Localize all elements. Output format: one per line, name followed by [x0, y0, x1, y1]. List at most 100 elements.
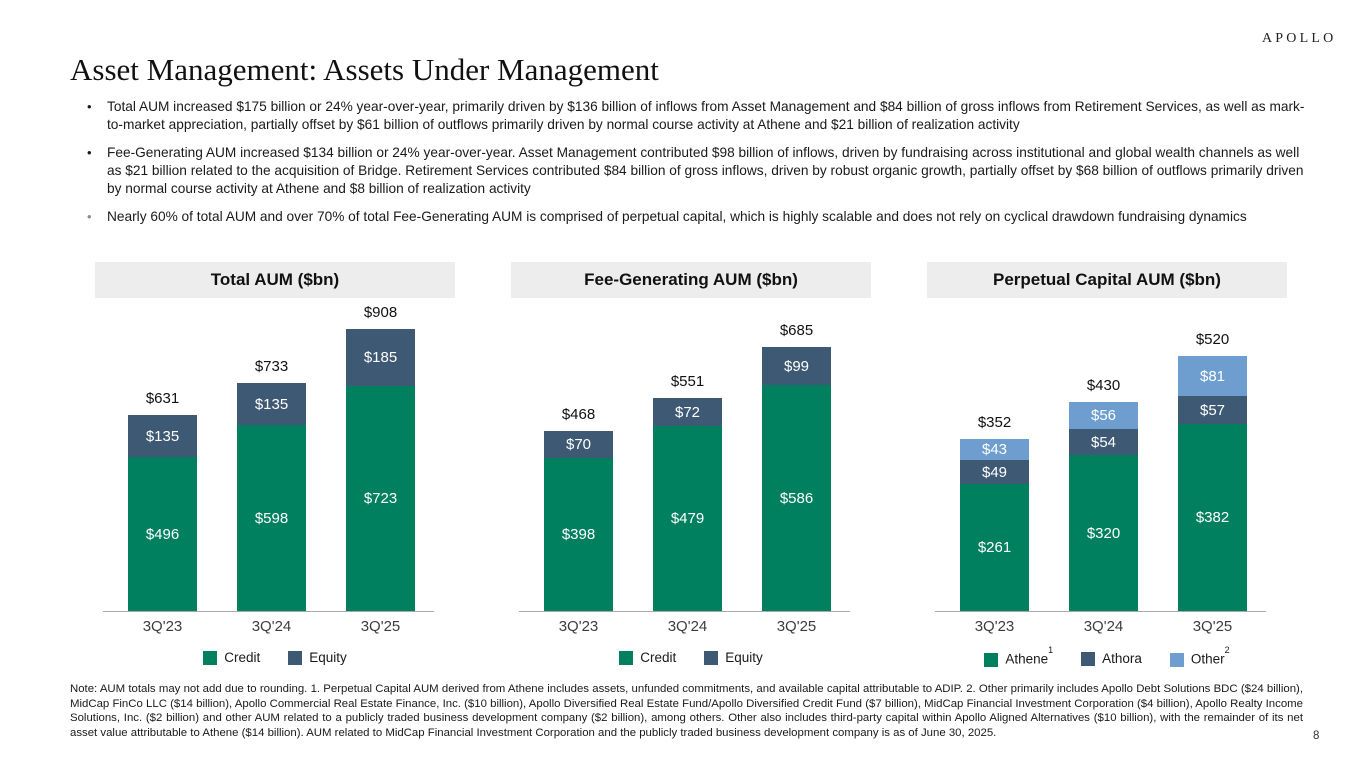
- x-tick-label: 3Q'25: [360, 618, 401, 635]
- x-tick-label: 3Q'23: [974, 618, 1015, 635]
- legend-swatch-icon: [984, 652, 999, 667]
- bullet-item: • Nearly 60% of total AUM and over 70% o…: [70, 208, 1305, 226]
- bar-total-label: $430: [1086, 377, 1121, 394]
- apollo-logo: APOLLO: [1262, 31, 1337, 46]
- legend-swatch-icon: [1169, 652, 1184, 667]
- legend-label: Credit: [640, 650, 677, 665]
- bar-segment-athene: $261: [960, 484, 1029, 611]
- bar-segment-equity: $99: [762, 347, 831, 385]
- bar-total-label: $908: [363, 304, 398, 321]
- bar-segment-equity: $135: [237, 383, 306, 425]
- footnote: Note: AUM totals may not add due to roun…: [70, 683, 1303, 739]
- legend-label: Athene1: [1005, 645, 1054, 667]
- bar-3Q25: $586 $99: [762, 347, 831, 611]
- bar-total-label: $468: [561, 406, 596, 423]
- x-tick-label: 3Q'23: [558, 618, 599, 635]
- chart-legend: Credit Equity: [95, 650, 455, 665]
- bar-segment-athora: $57: [1178, 396, 1247, 424]
- bullet-text: Fee-Generating AUM increased $134 billio…: [107, 145, 1304, 196]
- bar-total-label: $551: [670, 373, 705, 390]
- bullet-marker: •: [87, 99, 92, 114]
- legend-item-other: Other2: [1169, 645, 1230, 667]
- bar-segment-credit: $479: [653, 426, 722, 611]
- legend-label: Athora: [1102, 650, 1142, 666]
- chart-legend: Credit Equity: [511, 650, 871, 665]
- bar-segment-credit: $598: [237, 425, 306, 611]
- legend-label: Credit: [224, 650, 261, 665]
- legend-superscript: 1: [1048, 645, 1054, 655]
- legend-label: Equity: [725, 650, 763, 665]
- chart-title-band: Fee-Generating AUM ($bn): [511, 262, 871, 298]
- plot-area: $261 $49 $43 $352 $320 $54 $56 $430 $382 $57 $81 $5…: [927, 298, 1287, 612]
- bar-segment-equity: $185: [346, 329, 415, 386]
- legend-item-athora: Athora: [1081, 651, 1142, 666]
- legend-item-credit: Credit: [203, 650, 260, 665]
- bar-segment-credit: $723: [346, 386, 415, 611]
- bar-total-label: $631: [145, 390, 180, 407]
- bar-segment-athene: $382: [1178, 424, 1247, 611]
- bar-segment-other: $43: [960, 439, 1029, 460]
- chart-title: Perpetual Capital AUM ($bn): [993, 270, 1221, 289]
- chart-total-aum: Total AUM ($bn) $496 $135 $631 $598 $135 $733…: [95, 262, 455, 682]
- chart-title-band: Perpetual Capital AUM ($bn): [927, 262, 1287, 298]
- bullet-text: Nearly 60% of total AUM and over 70% of …: [107, 209, 1247, 224]
- legend-item-athene: Athene1: [984, 645, 1054, 667]
- bar-segment-credit: $496: [128, 457, 197, 611]
- chart-fee-generating-aum: Fee-Generating AUM ($bn) $398 $70 $468 $479…: [511, 262, 871, 682]
- bullet-item: • Total AUM increased $175 billion or 24…: [70, 98, 1305, 134]
- bar-segment-athora: $54: [1069, 429, 1138, 455]
- bullet-item: • Fee-Generating AUM increased $134 bill…: [70, 144, 1305, 198]
- x-axis-line: [103, 611, 434, 612]
- bar-3Q24: $320 $54 $56: [1069, 402, 1138, 611]
- x-tick-label: 3Q'24: [667, 618, 708, 635]
- x-tick-label: 3Q'25: [1192, 618, 1233, 635]
- bar-3Q24: $598 $135: [237, 383, 306, 611]
- x-axis-labels: 3Q'23 3Q'24 3Q'25: [511, 618, 871, 638]
- bar-segment-other: $56: [1069, 402, 1138, 429]
- bar-3Q25: $382 $57 $81: [1178, 356, 1247, 611]
- legend-swatch-icon: [1081, 651, 1096, 666]
- x-axis-line: [519, 611, 850, 612]
- x-tick-label: 3Q'23: [142, 618, 183, 635]
- bullet-marker: •: [87, 145, 92, 160]
- bar-3Q23: $496 $135: [128, 415, 197, 611]
- legend-label: Equity: [309, 650, 347, 665]
- chart-title-band: Total AUM ($bn): [95, 262, 455, 298]
- plot-area: $496 $135 $631 $598 $135 $733 $723 $185 $908: [95, 298, 455, 612]
- chart-legend: Athene1 Athora Other2: [927, 645, 1287, 667]
- x-axis-labels: 3Q'23 3Q'24 3Q'25: [95, 618, 455, 638]
- bar-segment-athora: $49: [960, 460, 1029, 484]
- x-tick-label: 3Q'25: [776, 618, 817, 635]
- bar-total-label: $733: [254, 358, 289, 375]
- legend-label: Other2: [1190, 645, 1230, 667]
- x-tick-label: 3Q'24: [1083, 618, 1124, 635]
- bar-segment-credit: $398: [544, 458, 613, 611]
- legend-item-equity: Equity: [704, 650, 763, 665]
- legend-swatch-icon: [619, 651, 634, 665]
- x-axis-line: [935, 611, 1266, 612]
- bullet-list: • Total AUM increased $175 billion or 24…: [70, 98, 1305, 236]
- bullet-text: Total AUM increased $175 billion or 24% …: [107, 99, 1305, 132]
- bar-3Q23: $261 $49 $43: [960, 439, 1029, 611]
- x-tick-label: 3Q'24: [251, 618, 292, 635]
- legend-swatch-icon: [288, 651, 303, 665]
- bar-total-label: $520: [1195, 331, 1230, 348]
- page-title: Asset Management: Assets Under Managemen…: [70, 52, 659, 87]
- bar-segment-equity: $135: [128, 415, 197, 457]
- chart-title: Total AUM ($bn): [210, 270, 340, 289]
- legend-swatch-icon: [704, 651, 719, 665]
- legend-item-credit: Credit: [619, 650, 676, 665]
- bar-segment-equity: $70: [544, 431, 613, 458]
- chart-perpetual-capital-aum: Perpetual Capital AUM ($bn) $261 $49 $43 $3…: [927, 262, 1287, 682]
- x-axis-labels: 3Q'23 3Q'24 3Q'25: [927, 618, 1287, 638]
- bar-3Q24: $479 $72: [653, 398, 722, 611]
- bar-segment-other: $81: [1178, 356, 1247, 396]
- bar-total-label: $685: [779, 322, 814, 339]
- bar-3Q25: $723 $185: [346, 329, 415, 611]
- bar-segment-equity: $72: [653, 398, 722, 426]
- chart-title: Fee-Generating AUM ($bn): [584, 270, 798, 289]
- legend-swatch-icon: [203, 651, 218, 665]
- bar-segment-athene: $320: [1069, 455, 1138, 611]
- page-number: 8: [1313, 730, 1320, 742]
